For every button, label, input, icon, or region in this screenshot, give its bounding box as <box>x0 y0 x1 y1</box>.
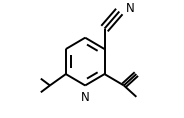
Text: N: N <box>81 91 90 104</box>
Text: N: N <box>126 2 135 15</box>
